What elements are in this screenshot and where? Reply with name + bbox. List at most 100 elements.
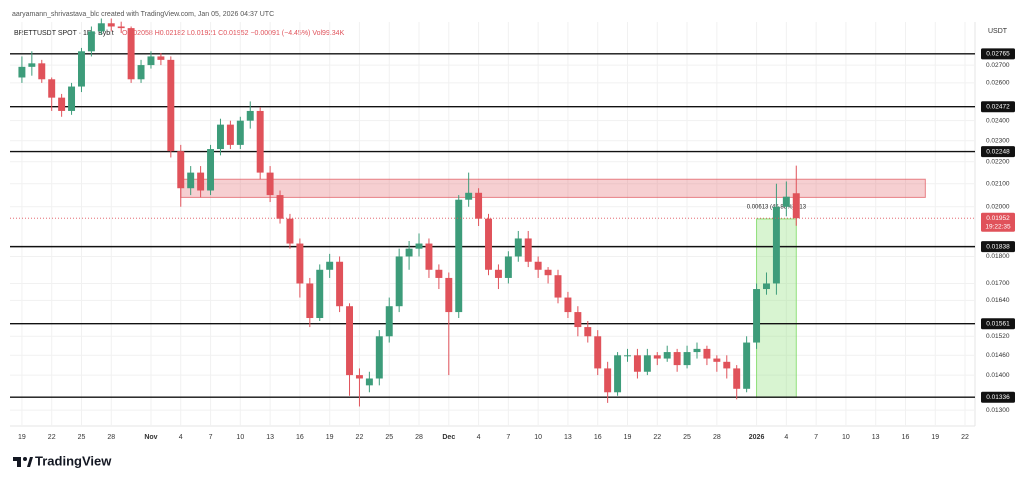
candle-body — [673, 352, 681, 366]
x-tick-label: 28 — [415, 434, 423, 441]
x-tick-label: 28 — [713, 434, 721, 441]
candle-body — [97, 23, 105, 32]
level-label: 0.01561 — [986, 320, 1010, 327]
candle-body — [415, 243, 423, 249]
candle-body — [485, 218, 492, 270]
candle-body — [226, 124, 234, 145]
y-tick-label: 0.01640 — [986, 297, 1010, 304]
candle-body — [236, 120, 244, 145]
candle-body — [68, 86, 76, 111]
last-price-label: 0.01952 — [986, 215, 1010, 222]
candle-body — [375, 336, 383, 379]
watermark: aaryamann_shrivastava_blc created with T… — [12, 11, 274, 18]
candle-body — [504, 256, 512, 278]
candle-body — [28, 63, 36, 67]
candle-body — [475, 192, 483, 219]
candle-body — [524, 238, 532, 262]
x-tick-label: 25 — [78, 434, 86, 441]
x-tick-label: 22 — [961, 434, 969, 441]
candle-body — [286, 218, 294, 244]
x-tick-label: 10 — [236, 434, 244, 441]
y-tick-label: 0.02100 — [986, 180, 1010, 187]
x-tick-label: 7 — [209, 434, 213, 441]
level-label: 0.01838 — [986, 243, 1010, 250]
x-tick-label: 25 — [683, 434, 691, 441]
x-tick-label: 10 — [534, 434, 542, 441]
symbol-title: BRETTUSDT SPOT · 1D · Bybit — [14, 30, 114, 37]
candle-body — [197, 172, 205, 191]
x-tick-label: 7 — [506, 434, 510, 441]
candle-body — [633, 355, 641, 372]
candle-body — [48, 79, 56, 98]
logo-part — [23, 457, 27, 461]
x-tick-label: 19 — [326, 434, 334, 441]
level-label-box — [981, 241, 1015, 253]
candle-body — [494, 269, 502, 278]
candle-body — [157, 56, 165, 60]
candle-body — [316, 269, 324, 319]
candle-body — [147, 56, 155, 66]
candle-body — [256, 110, 264, 173]
x-tick-label: 13 — [266, 434, 274, 441]
x-tick-label: 4 — [179, 434, 183, 441]
candle-body — [78, 51, 85, 87]
candle-body — [564, 297, 572, 313]
x-tick-label: 19 — [624, 434, 632, 441]
y-tick-label: 0.02600 — [986, 80, 1010, 87]
y-tick-label: 0.02300 — [986, 137, 1010, 144]
candle-body — [435, 269, 443, 278]
x-tick-label: 28 — [107, 434, 115, 441]
candle-body — [763, 283, 770, 290]
candle-body — [117, 26, 125, 29]
candle-body — [772, 206, 780, 284]
candle-body — [713, 358, 721, 362]
x-tick-label: 13 — [564, 434, 572, 441]
countdown-label: 19:22:35 — [985, 223, 1011, 230]
x-tick-label: 19 — [931, 434, 939, 441]
candle-body — [336, 261, 344, 307]
candle-body — [544, 269, 552, 276]
y-tick-label: 0.01460 — [986, 352, 1010, 359]
candle-body — [604, 368, 612, 393]
level-label-box — [981, 146, 1015, 158]
y-tick-label: 0.01700 — [986, 280, 1010, 287]
y-tick-label: 0.01800 — [986, 253, 1010, 260]
candle-body — [653, 355, 661, 359]
candle-body — [534, 261, 542, 270]
candle-body — [346, 306, 353, 376]
brand-name: TradingView — [35, 453, 112, 468]
level-label: 0.02765 — [986, 51, 1010, 58]
level-label: 0.02472 — [986, 103, 1010, 110]
candle-body — [246, 110, 254, 121]
level-label-box — [981, 48, 1015, 60]
x-tick-label: 16 — [594, 434, 602, 441]
candle-body — [405, 248, 413, 257]
candle-body — [643, 355, 651, 372]
candle-body — [365, 378, 373, 386]
candle-body — [187, 172, 195, 189]
candle-body — [584, 327, 592, 337]
candle-body — [207, 149, 215, 191]
candle-body — [663, 352, 671, 359]
candle-body — [276, 195, 284, 219]
candle-body — [326, 261, 334, 270]
x-tick-label: 4 — [784, 434, 788, 441]
candle-body — [723, 361, 731, 369]
candle-body — [554, 275, 562, 298]
candle-body — [18, 66, 26, 78]
level-label-box — [981, 318, 1015, 330]
x-tick-label: 19 — [18, 434, 26, 441]
y-tick-label: 0.01400 — [986, 372, 1010, 379]
candle-body — [743, 342, 751, 389]
x-tick-label: 16 — [902, 434, 910, 441]
level-label-box — [981, 101, 1015, 113]
last-price-box — [981, 212, 1015, 232]
x-tick-label: Dec — [442, 434, 455, 441]
x-tick-label: 22 — [48, 434, 56, 441]
candle-body — [425, 243, 433, 270]
candle-body — [693, 348, 701, 353]
ohlc-label: O0.02058 H0.02182 L0.01921 C0.01952 −0.0… — [122, 30, 345, 37]
